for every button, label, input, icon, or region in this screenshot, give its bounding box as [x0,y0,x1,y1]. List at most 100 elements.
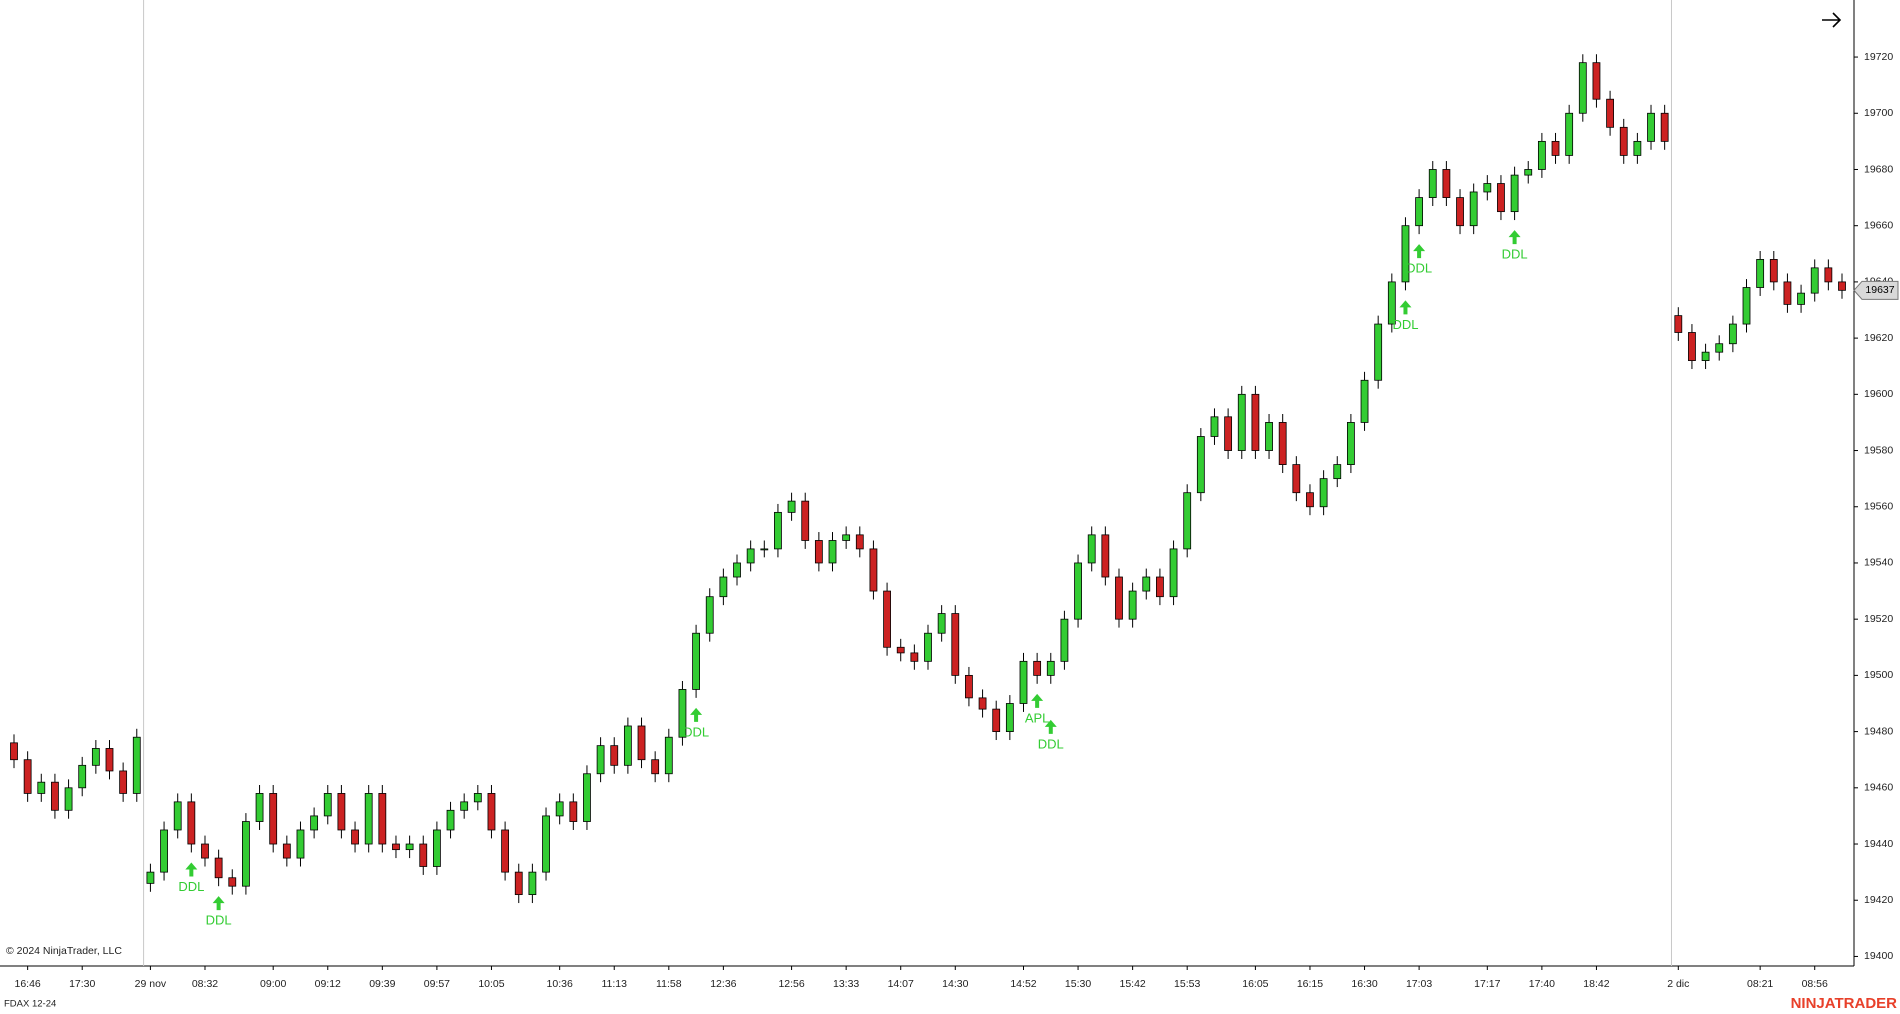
candle-body [1660,112,1669,142]
candle-body [719,576,728,598]
candle-body [1019,660,1028,704]
y-tick-label: 19440 [1864,838,1893,850]
signal-arrow [1031,693,1044,708]
candle-body [774,511,782,550]
candle-body [1142,576,1151,592]
candle-body [651,759,660,775]
candle-body [487,793,496,831]
signal: DDL [178,862,204,894]
candle-body [1728,323,1737,345]
candle-body [1483,183,1492,193]
candle-body [242,821,250,887]
x-tick-label: 10:36 [547,978,573,990]
y-tick-label: 19560 [1864,501,1893,513]
candle-body [1115,576,1123,620]
x-tick-label: 17:03 [1406,978,1432,990]
candle-body [1265,422,1273,451]
x-tick-label: 16:15 [1297,978,1323,990]
signal-label: DDL [683,724,709,739]
candle-body [965,674,973,699]
candle-body [924,632,932,662]
candle-body [1565,112,1574,156]
candle-body [228,877,237,887]
candle-body [1742,287,1751,325]
candle-body [269,793,278,845]
signal-arrow [1508,230,1521,245]
candle-body [1756,259,1765,288]
candle-body [1810,267,1819,294]
candle-body [1306,492,1314,508]
candle-body [678,689,687,738]
candle-body [596,745,605,775]
signal: DDL [683,707,709,739]
x-tick-label: 2 dic [1667,978,1689,990]
candle-body [1715,343,1724,353]
candle-body [1524,169,1533,176]
candle-body [528,871,537,896]
x-tick-label: 16:05 [1242,978,1268,990]
candle-body [160,829,168,873]
candle-body [1510,174,1519,213]
candle-body [1456,197,1464,227]
candle-body [1374,323,1383,381]
x-tick-label: 13:33 [833,978,859,990]
signal: DDL [1038,719,1064,751]
candle-body [173,801,182,831]
candle-body [337,793,346,831]
candle-body [392,843,400,851]
candle-body [378,793,387,845]
navigate-arrow[interactable] [1822,12,1842,28]
x-tick-label: 14:07 [888,978,914,990]
x-tick-label: 29 nov [135,978,167,990]
candle-body [105,748,114,772]
candle-body [1824,267,1833,283]
candle-body [664,736,673,775]
x-tick-label: 09:57 [424,978,450,990]
x-tick-label: 12:56 [778,978,804,990]
candle-body [542,815,550,873]
signal: APL [1025,693,1049,725]
candle-body [1783,281,1792,305]
candle-body [473,793,482,803]
candle-body [1237,393,1246,451]
candle-body [1183,492,1192,550]
candle-body [364,793,373,845]
candle-body [992,708,1001,732]
candle-body [1346,422,1355,465]
signal: DDL [1406,244,1432,276]
x-tick-label: 14:52 [1010,978,1036,990]
signal-arrow [1044,719,1057,734]
arrow-icon[interactable] [1822,12,1842,28]
candle-body [1128,590,1137,620]
signal-arrow [690,707,703,722]
x-tick-label: 15:53 [1174,978,1200,990]
candle-body [555,801,564,817]
x-tick-label: 17:17 [1474,978,1500,990]
x-tick-label: 12:36 [710,978,736,990]
candle-body [692,632,700,690]
y-tick-label: 19580 [1864,444,1893,456]
candle-body [1401,225,1410,283]
last-price-box [1853,280,1899,300]
candle-body [1578,62,1587,114]
candle-body [23,759,32,794]
candle-body [1551,140,1560,156]
y-tick-label: 19700 [1864,107,1893,119]
symbol-label: FDAX 12-24 [4,999,56,1010]
candle-body [119,770,128,794]
candle-body [1224,416,1233,451]
candle-body [146,871,155,884]
candle-body [310,815,319,831]
candle-body [583,773,591,822]
last-price-label: 19637 [1865,284,1894,296]
x-tick-label: 16:46 [15,978,41,990]
candle-body [1619,126,1628,156]
candle-body [187,801,196,845]
y-tick-label: 19460 [1864,782,1893,794]
candle-body [746,548,755,564]
y-tick-label: 19480 [1864,725,1893,737]
candle-body [323,793,332,817]
candle-body [869,548,878,592]
signal: DDL [1502,230,1528,262]
